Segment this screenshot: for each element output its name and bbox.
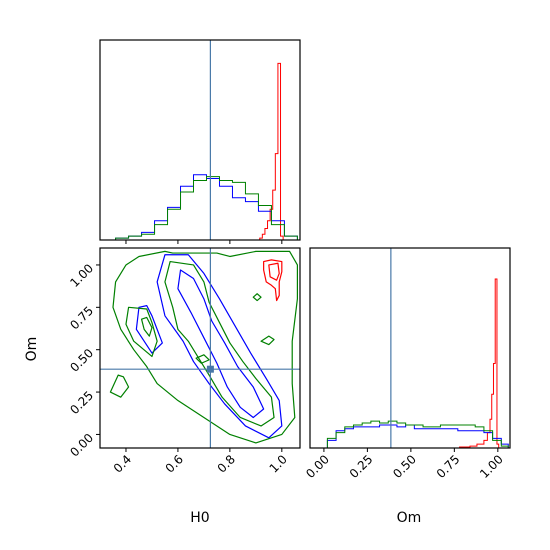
h0-hist-frame (99, 39, 301, 241)
contour-line-2 (156, 254, 283, 439)
om-hist-xtick-label-3: 0.75 (434, 452, 463, 481)
y-axis-label-om: Om (24, 337, 40, 362)
contour-lines-group (109, 250, 299, 444)
contour-line-8 (109, 374, 130, 398)
x-axis-label-h0: H0 (190, 510, 209, 526)
contour-line-9 (140, 316, 153, 337)
om-hist-xtick-label-0: 0.00 (303, 452, 332, 481)
contour-frame (99, 247, 301, 449)
om-hist-series-0 (445, 278, 500, 448)
h0-hist-series-2 (102, 176, 298, 240)
om-hist-series-2 (318, 420, 509, 448)
contour-xtick-label-1: 0.6 (163, 452, 186, 475)
om-marginal-panel: 0.00 0.25 0.50 0.75 1.00 (303, 247, 511, 481)
h0-hist-series-1 (102, 174, 298, 240)
contour-ytick-label-1: 0.25 (67, 388, 96, 417)
contour-line-5 (112, 250, 299, 444)
contour-line-10 (260, 335, 275, 346)
contour-line-6 (164, 260, 275, 427)
om-hist-xtick-label-1: 0.25 (347, 452, 376, 481)
contour-ytick-label-3: 0.75 (67, 304, 96, 333)
contour-truth-marker (206, 365, 214, 373)
contour-ytick-label-2: 0.50 (67, 346, 96, 375)
om-hist-frame (309, 247, 511, 449)
om-hist-xtick-label-2: 0.50 (390, 452, 419, 481)
x-axis-label-om: Om (397, 510, 422, 526)
contour-line-4 (135, 305, 163, 354)
contour-line-11 (252, 293, 262, 302)
contour-line-12 (195, 354, 210, 364)
contour-line-7 (125, 306, 158, 358)
contour-ytick-label-4: 1.00 (67, 261, 96, 290)
om-vs-h0-contour-panel: 0.4 0.6 0.8 1.0 0.00 0.25 0.50 0.75 1.00 (67, 247, 301, 476)
om-hist-series-group (318, 278, 509, 448)
contour-ytick-label-0: 0.00 (67, 431, 96, 460)
contour-xtick-label-2: 0.8 (215, 452, 238, 475)
h0-marginal-panel (99, 39, 301, 244)
contour-line-3 (177, 269, 265, 419)
contour-xtick-label-0: 0.4 (111, 452, 134, 475)
h0-hist-series-0 (257, 62, 284, 240)
om-hist-xtick-label-4: 1.00 (477, 452, 506, 481)
contour-xtick-label-3: 1.0 (267, 452, 290, 475)
contour-line-0 (263, 259, 283, 302)
contour-line-1 (268, 262, 280, 281)
h0-hist-series-group (102, 62, 298, 240)
